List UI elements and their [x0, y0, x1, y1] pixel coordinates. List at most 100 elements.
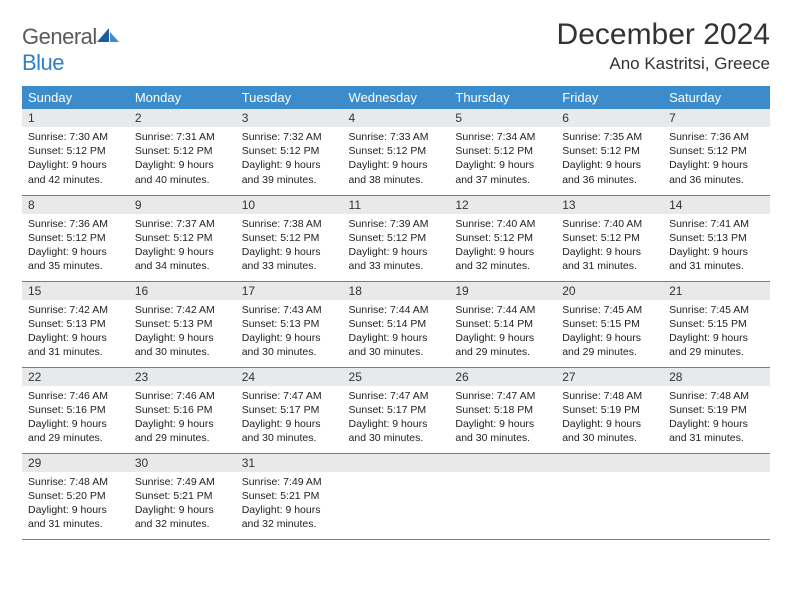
day-details: Sunrise: 7:49 AMSunset: 5:21 PMDaylight:…: [129, 472, 236, 538]
sunset-text: Sunset: 5:12 PM: [349, 231, 444, 245]
calendar-day-cell: 4Sunrise: 7:33 AMSunset: 5:12 PMDaylight…: [343, 109, 450, 195]
weekday-header: Wednesday: [343, 86, 450, 109]
day-details: Sunrise: 7:39 AMSunset: 5:12 PMDaylight:…: [343, 214, 450, 280]
sunrise-text: Sunrise: 7:45 AM: [562, 303, 657, 317]
calendar-day-cell: 31 Sunrise: 7:49 AMSunset: 5:21 PMDayligh…: [236, 453, 343, 539]
day-number: 10: [236, 196, 343, 214]
day-number: 7: [663, 109, 770, 127]
calendar-day-cell: 1Sunrise: 7:30 AMSunset: 5:12 PMDaylight…: [22, 109, 129, 195]
sunset-text: Sunset: 5:13 PM: [669, 231, 764, 245]
day-details: Sunrise: 7:46 AMSunset: 5:16 PMDaylight:…: [22, 386, 129, 452]
day-details: Sunrise: 7:31 AMSunset: 5:12 PMDaylight:…: [129, 127, 236, 193]
day-number: 20: [556, 282, 663, 300]
location: Ano Kastritsi, Greece: [557, 54, 770, 74]
sunset-text: Sunset: 5:12 PM: [669, 144, 764, 158]
daylight-text: Daylight: 9 hours and 31 minutes.: [28, 331, 123, 359]
sunset-text: Sunset: 5:19 PM: [562, 403, 657, 417]
sunset-text: Sunset: 5:21 PM: [242, 489, 337, 503]
day-details: Sunrise: 7:32 AMSunset: 5:12 PMDaylight:…: [236, 127, 343, 193]
sunset-text: Sunset: 5:12 PM: [135, 231, 230, 245]
weekday-header-row: Sunday Monday Tuesday Wednesday Thursday…: [22, 86, 770, 109]
day-details: Sunrise: 7:44 AMSunset: 5:14 PMDaylight:…: [343, 300, 450, 366]
daylight-text: Daylight: 9 hours and 30 minutes.: [455, 417, 550, 445]
sunrise-text: Sunrise: 7:47 AM: [349, 389, 444, 403]
sunset-text: Sunset: 5:12 PM: [455, 231, 550, 245]
day-details: Sunrise: 7:48 AMSunset: 5:20 PMDaylight:…: [22, 472, 129, 538]
daylight-text: Daylight: 9 hours and 29 minutes.: [28, 417, 123, 445]
daylight-text: Daylight: 9 hours and 30 minutes.: [562, 417, 657, 445]
day-details: Sunrise: 7:41 AMSunset: 5:13 PMDaylight:…: [663, 214, 770, 280]
day-number: 4: [343, 109, 450, 127]
day-details: Sunrise: 7:40 AMSunset: 5:12 PMDaylight:…: [556, 214, 663, 280]
sunset-text: Sunset: 5:14 PM: [349, 317, 444, 331]
day-details: Sunrise: 7:34 AMSunset: 5:12 PMDaylight:…: [449, 127, 556, 193]
day-number: 2: [129, 109, 236, 127]
day-details: Sunrise: 7:37 AMSunset: 5:12 PMDaylight:…: [129, 214, 236, 280]
empty-day-bar: [556, 454, 663, 472]
daylight-text: Daylight: 9 hours and 31 minutes.: [669, 417, 764, 445]
sunset-text: Sunset: 5:20 PM: [28, 489, 123, 503]
day-details: Sunrise: 7:35 AMSunset: 5:12 PMDaylight:…: [556, 127, 663, 193]
calendar-day-cell: 8Sunrise: 7:36 AMSunset: 5:12 PMDaylight…: [22, 195, 129, 281]
calendar-day-cell: 25Sunrise: 7:47 AMSunset: 5:17 PMDayligh…: [343, 367, 450, 453]
daylight-text: Daylight: 9 hours and 29 minutes.: [669, 331, 764, 359]
weekday-header: Thursday: [449, 86, 556, 109]
calendar-day-cell: [343, 453, 450, 539]
calendar-week-row: 1Sunrise: 7:30 AMSunset: 5:12 PMDaylight…: [22, 109, 770, 195]
sunset-text: Sunset: 5:16 PM: [28, 403, 123, 417]
daylight-text: Daylight: 9 hours and 36 minutes.: [669, 158, 764, 186]
sunset-text: Sunset: 5:15 PM: [562, 317, 657, 331]
calendar-day-cell: 10Sunrise: 7:38 AMSunset: 5:12 PMDayligh…: [236, 195, 343, 281]
calendar-day-cell: 27Sunrise: 7:48 AMSunset: 5:19 PMDayligh…: [556, 367, 663, 453]
day-number: 24: [236, 368, 343, 386]
day-details: Sunrise: 7:42 AMSunset: 5:13 PMDaylight:…: [22, 300, 129, 366]
sunrise-text: Sunrise: 7:36 AM: [28, 217, 123, 231]
day-details: Sunrise: 7:45 AMSunset: 5:15 PMDaylight:…: [663, 300, 770, 366]
calendar-day-cell: 26Sunrise: 7:47 AMSunset: 5:18 PMDayligh…: [449, 367, 556, 453]
daylight-text: Daylight: 9 hours and 29 minutes.: [562, 331, 657, 359]
day-number: 16: [129, 282, 236, 300]
sunset-text: Sunset: 5:12 PM: [28, 231, 123, 245]
day-number: 31: [236, 454, 343, 472]
empty-day-bar: [343, 454, 450, 472]
empty-day-bar: [663, 454, 770, 472]
sunset-text: Sunset: 5:17 PM: [349, 403, 444, 417]
calendar-day-cell: 17Sunrise: 7:43 AMSunset: 5:13 PMDayligh…: [236, 281, 343, 367]
day-number: 30: [129, 454, 236, 472]
daylight-text: Daylight: 9 hours and 32 minutes.: [242, 503, 337, 531]
sunrise-text: Sunrise: 7:46 AM: [135, 389, 230, 403]
daylight-text: Daylight: 9 hours and 30 minutes.: [349, 331, 444, 359]
calendar-day-cell: 29Sunrise: 7:48 AMSunset: 5:20 PMDayligh…: [22, 453, 129, 539]
sunset-text: Sunset: 5:14 PM: [455, 317, 550, 331]
calendar-day-cell: 11Sunrise: 7:39 AMSunset: 5:12 PMDayligh…: [343, 195, 450, 281]
header-row: General Blue December 2024 Ano Kastritsi…: [22, 18, 770, 76]
sunrise-text: Sunrise: 7:40 AM: [562, 217, 657, 231]
calendar-day-cell: 22Sunrise: 7:46 AMSunset: 5:16 PMDayligh…: [22, 367, 129, 453]
calendar-day-cell: 30Sunrise: 7:49 AMSunset: 5:21 PMDayligh…: [129, 453, 236, 539]
day-number: 9: [129, 196, 236, 214]
calendar-day-cell: 15Sunrise: 7:42 AMSunset: 5:13 PMDayligh…: [22, 281, 129, 367]
calendar-day-cell: 5Sunrise: 7:34 AMSunset: 5:12 PMDaylight…: [449, 109, 556, 195]
logo-word-blue: Blue: [22, 50, 64, 75]
sunset-text: Sunset: 5:13 PM: [28, 317, 123, 331]
sunset-text: Sunset: 5:17 PM: [242, 403, 337, 417]
sunset-text: Sunset: 5:12 PM: [562, 231, 657, 245]
sunrise-text: Sunrise: 7:30 AM: [28, 130, 123, 144]
calendar-day-cell: 20 Sunrise: 7:45 AMSunset: 5:15 PMDayligh…: [556, 281, 663, 367]
day-number: 6: [556, 109, 663, 127]
day-number: 26: [449, 368, 556, 386]
sunrise-text: Sunrise: 7:49 AM: [242, 475, 337, 489]
day-number: 25: [343, 368, 450, 386]
daylight-text: Daylight: 9 hours and 30 minutes.: [242, 331, 337, 359]
daylight-text: Daylight: 9 hours and 31 minutes.: [28, 503, 123, 531]
calendar-week-row: 22Sunrise: 7:46 AMSunset: 5:16 PMDayligh…: [22, 367, 770, 453]
sunset-text: Sunset: 5:12 PM: [455, 144, 550, 158]
day-number: 5: [449, 109, 556, 127]
sail-icon: [95, 31, 121, 48]
daylight-text: Daylight: 9 hours and 39 minutes.: [242, 158, 337, 186]
day-number: 8: [22, 196, 129, 214]
sunrise-text: Sunrise: 7:40 AM: [455, 217, 550, 231]
sunrise-text: Sunrise: 7:39 AM: [349, 217, 444, 231]
sunrise-text: Sunrise: 7:42 AM: [28, 303, 123, 317]
sunset-text: Sunset: 5:12 PM: [28, 144, 123, 158]
